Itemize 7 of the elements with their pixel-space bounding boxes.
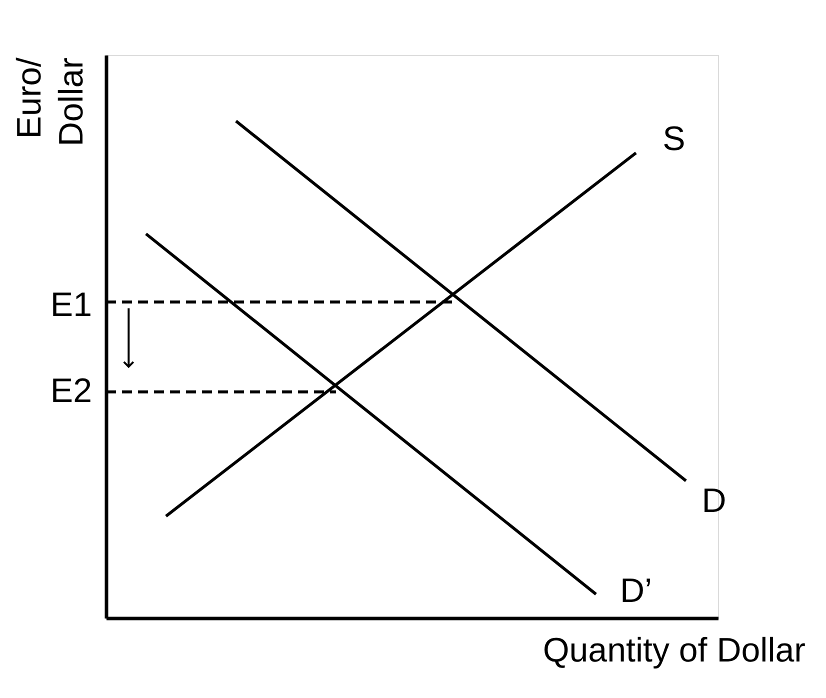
series-label: S	[662, 120, 686, 158]
x-axis-title: Quantity of Dollar	[542, 632, 806, 670]
series-label: E2	[50, 372, 92, 410]
series-label: D’	[620, 572, 652, 610]
y-axis-title: Euro/ Dollar	[10, 56, 90, 146]
series-label: E1	[50, 286, 92, 324]
series-label: D	[702, 482, 726, 520]
